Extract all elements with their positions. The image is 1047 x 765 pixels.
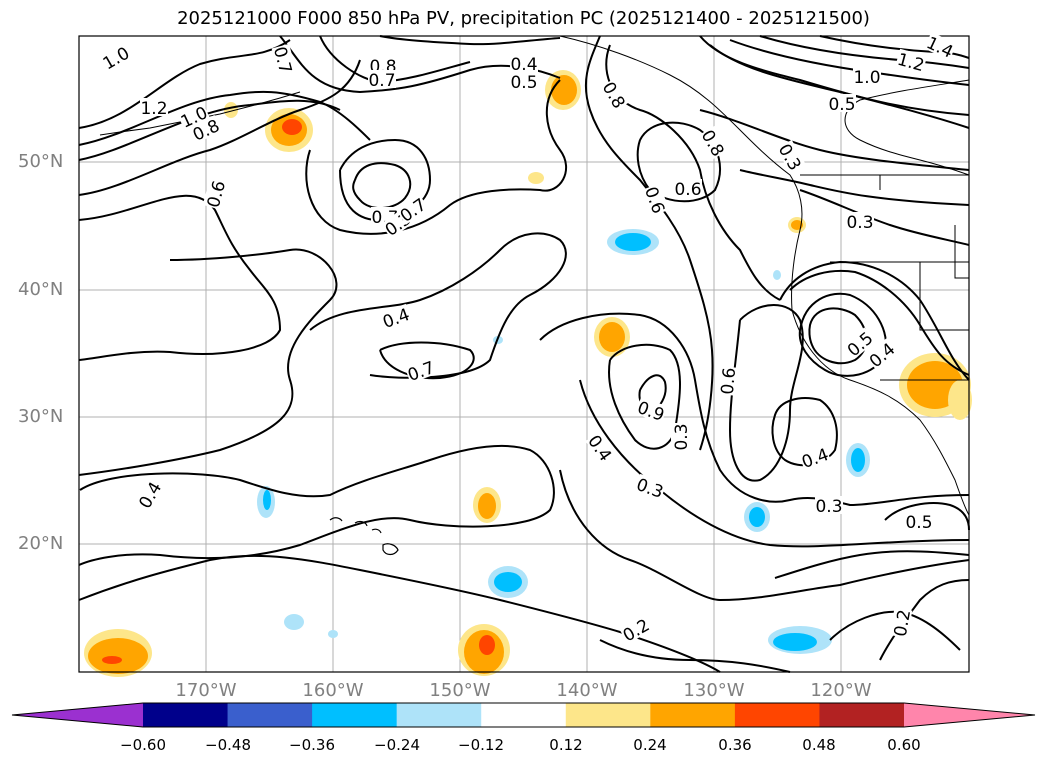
colorbar-segment: [481, 703, 567, 727]
contour-label: 0.5: [510, 73, 537, 93]
contour-label: 0.4: [510, 55, 537, 75]
contour-label: 0.5: [905, 513, 932, 533]
colorbar-segment: [734, 703, 820, 727]
colorbar: [11, 702, 1036, 728]
lat-label-40n: 40°N: [18, 279, 64, 300]
lon-label-130w: 130°W: [683, 680, 745, 701]
lat-label-30n: 30°N: [18, 406, 64, 427]
contour-label: 1.0: [853, 68, 880, 88]
colorbar-tick: −0.60: [120, 736, 166, 754]
contour-label: 0.3: [846, 213, 873, 233]
colorbar-tick: 0.36: [718, 736, 752, 754]
contour-label: 0.6: [718, 367, 740, 396]
colorbar-tick: 0.48: [802, 736, 836, 754]
lon-label-170w: 170°W: [175, 680, 237, 701]
plot-frame: [78, 35, 970, 673]
colorbar-segment: [565, 703, 651, 727]
colorbar-extend-low: [12, 703, 143, 727]
contour-label: 1.2: [140, 99, 167, 119]
colorbar-segment: [819, 703, 905, 727]
lat-label-20n: 20°N: [18, 533, 64, 554]
colorbar-segment: [650, 703, 736, 727]
colorbar-extend-high: [904, 703, 1035, 727]
lon-label-140w: 140°W: [556, 680, 618, 701]
contour-label: 0.7: [368, 71, 395, 91]
colorbar-tick: −0.48: [205, 736, 251, 754]
colorbar-segment: [312, 703, 398, 727]
contour-label: 0.6: [674, 180, 701, 200]
lon-label-150w: 150°W: [429, 680, 491, 701]
colorbar-tick: −0.24: [374, 736, 420, 754]
colorbar-tick: −0.12: [458, 736, 504, 754]
colorbar-tick: 0.12: [549, 736, 583, 754]
precip-positive-shading: [84, 70, 972, 677]
contour-label: 0.2: [891, 608, 915, 638]
contour-label: 0.5: [828, 95, 855, 115]
lat-label-50n: 50°N: [18, 151, 64, 172]
colorbar-segment: [143, 703, 229, 727]
lon-label-120w: 120°W: [810, 680, 872, 701]
colorbar-segment: [227, 703, 313, 727]
contour-label: 0.3: [815, 497, 842, 517]
plot-title: 2025121000 F000 850 hPa PV, precipitatio…: [177, 8, 870, 29]
lon-label-160w: 160°W: [302, 680, 364, 701]
contour-label: 0.3: [672, 423, 692, 450]
colorbar-segment: [396, 703, 482, 727]
colorbar-tick: 0.24: [633, 736, 667, 754]
colorbar-tick: −0.36: [289, 736, 335, 754]
colorbar-tick: 0.60: [887, 736, 921, 754]
hawaii-islands: [329, 517, 399, 556]
precip-negative-shading: [257, 229, 870, 654]
